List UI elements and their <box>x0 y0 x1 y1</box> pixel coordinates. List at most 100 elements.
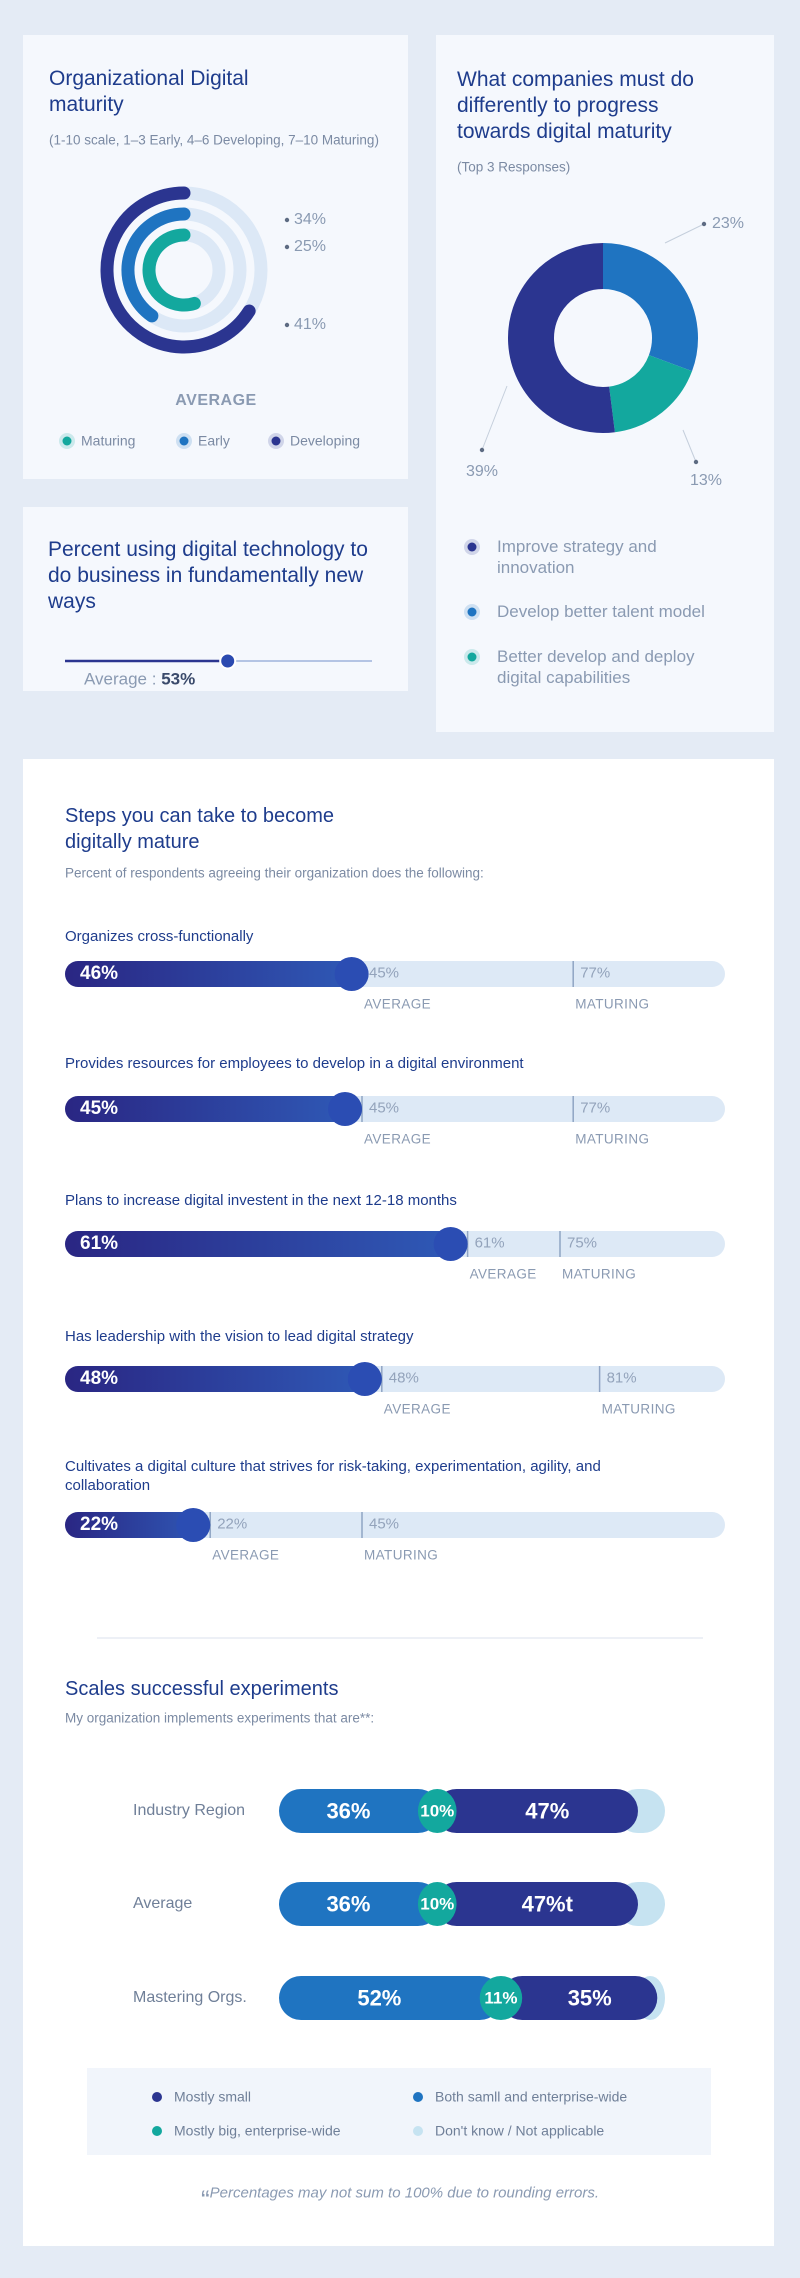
chart-subtitle: (Top 3 Responses) <box>457 159 571 175</box>
chart-title: What companies must do differently to pr… <box>457 68 694 143</box>
maturing-name: MATURING <box>575 1131 650 1147</box>
segment-label: 11% <box>484 1988 518 2008</box>
maturing-label: 75% <box>567 1234 598 1252</box>
label-dot <box>693 459 699 465</box>
value-bar <box>65 1366 382 1392</box>
maturing-name: MATURING <box>562 1266 637 1282</box>
bar-segment <box>279 1882 440 1926</box>
segment-label: 36% <box>326 1798 371 1824</box>
label-dot <box>284 217 290 223</box>
footnote-text: Percentages may not sum to 100% due to r… <box>209 2184 600 2202</box>
value-label: 34% <box>294 211 327 228</box>
maturing-label: 81% <box>606 1369 637 1387</box>
value-bar <box>65 1231 468 1257</box>
slider-value: 53% <box>161 669 196 689</box>
legend-label: Developing <box>290 432 361 449</box>
segment-label: 35% <box>567 1985 612 2011</box>
bar-segment <box>479 1976 523 2020</box>
average-name: AVERAGE <box>364 1131 432 1147</box>
donut-segment <box>608 354 693 433</box>
value-bar <box>65 961 369 987</box>
legend-label: Mostly small <box>174 2088 252 2105</box>
average-label: 48% <box>388 1369 419 1387</box>
row-label: Mastering Orgs. <box>133 1989 247 2006</box>
legend-marker <box>152 2092 162 2102</box>
bar-segment <box>500 1976 658 2020</box>
value-knob <box>334 957 369 991</box>
value-label: 25% <box>294 238 327 255</box>
leader-line <box>664 223 705 244</box>
value-label: 13% <box>689 472 723 489</box>
chart-title: Steps you can take to become digitally m… <box>65 805 335 853</box>
maturing-name: MATURING <box>575 996 650 1012</box>
chart-title: Scales successful experiments <box>65 1678 339 1700</box>
legend-label: Improve strategy and innovation <box>497 537 657 577</box>
chart-title: Organizational Digital maturity <box>49 67 249 116</box>
leader-line <box>682 429 697 463</box>
legend-marker <box>467 542 477 552</box>
value-label: 41% <box>294 316 327 333</box>
value-bar <box>65 1512 211 1538</box>
segment-label: 47% <box>525 1798 570 1824</box>
caption: AVERAGE <box>175 392 257 409</box>
legend-label: Mostly big, enterprise-wide <box>174 2122 341 2139</box>
value-knob <box>328 1092 362 1126</box>
segment-label: 47%t <box>521 1891 573 1917</box>
bar-segment <box>279 1789 440 1833</box>
value-knob <box>176 1508 211 1542</box>
ring-arc <box>100 186 256 354</box>
chart-subtitle: My organization implements experiments t… <box>65 1710 375 1726</box>
label-dot <box>284 244 290 250</box>
row-label: Organizes cross-functionally <box>65 928 254 945</box>
row-label: Has leadership with the vision to lead d… <box>65 1328 414 1345</box>
value-label: 45% <box>80 1098 119 1120</box>
maturing-label: 45% <box>369 1515 400 1533</box>
maturing-label: 77% <box>580 964 611 982</box>
legend-marker <box>179 436 189 446</box>
average-label: 22% <box>217 1515 248 1533</box>
row-label: Provides resources for employees to deve… <box>65 1055 524 1072</box>
ring-arc <box>142 228 201 312</box>
segment-label: 10% <box>420 1894 455 1914</box>
average-label: 45% <box>369 964 400 982</box>
row-label: Average <box>133 1895 193 1912</box>
label-dot <box>479 447 485 453</box>
footnote: “Percentages may not sum to 100% due to … <box>201 2185 599 2216</box>
legend-box <box>87 2068 711 2155</box>
value-bar <box>65 1096 362 1122</box>
bar-segment <box>417 1882 457 1926</box>
legend-marker <box>62 436 72 446</box>
leader-line <box>481 385 508 451</box>
average-name: AVERAGE <box>212 1547 280 1563</box>
maturing-name: MATURING <box>364 1547 439 1563</box>
average-name: AVERAGE <box>469 1266 537 1282</box>
label-dot <box>284 322 290 328</box>
legend-marker <box>413 2092 423 2102</box>
footnote-mark: “ <box>200 2184 210 2215</box>
row-label: Industry Region <box>133 1802 246 1819</box>
segment-label: 10% <box>420 1801 455 1821</box>
chart-subtitle: Percent of respondents agreeing their or… <box>65 865 484 881</box>
average-name: AVERAGE <box>383 1401 451 1417</box>
maturing-name: MATURING <box>601 1401 676 1417</box>
donut-segment <box>602 243 698 372</box>
label-dot <box>701 221 707 227</box>
legend-label: Maturing <box>81 432 136 449</box>
row-label: Cultivates a digital culture that strive… <box>65 1458 601 1494</box>
bar-segment <box>434 1789 638 1833</box>
legend-label: Early <box>198 432 230 449</box>
legend-marker <box>152 2126 162 2136</box>
legend-label: Don't know / Not applicable <box>435 2122 605 2139</box>
bar-segment <box>279 1976 502 2020</box>
bar-segment <box>434 1882 638 1926</box>
legend-marker <box>413 2126 423 2136</box>
chart-title: Percent using digital technology to do b… <box>48 538 368 613</box>
maturing-label: 77% <box>580 1099 611 1117</box>
chart-subtitle: (1-10 scale, 1–3 Early, 4–6 Developing, … <box>49 132 379 148</box>
average-label: 61% <box>474 1234 505 1252</box>
value-label: 23% <box>712 215 745 232</box>
value-label: 39% <box>465 463 499 480</box>
donut-segment <box>508 243 615 433</box>
